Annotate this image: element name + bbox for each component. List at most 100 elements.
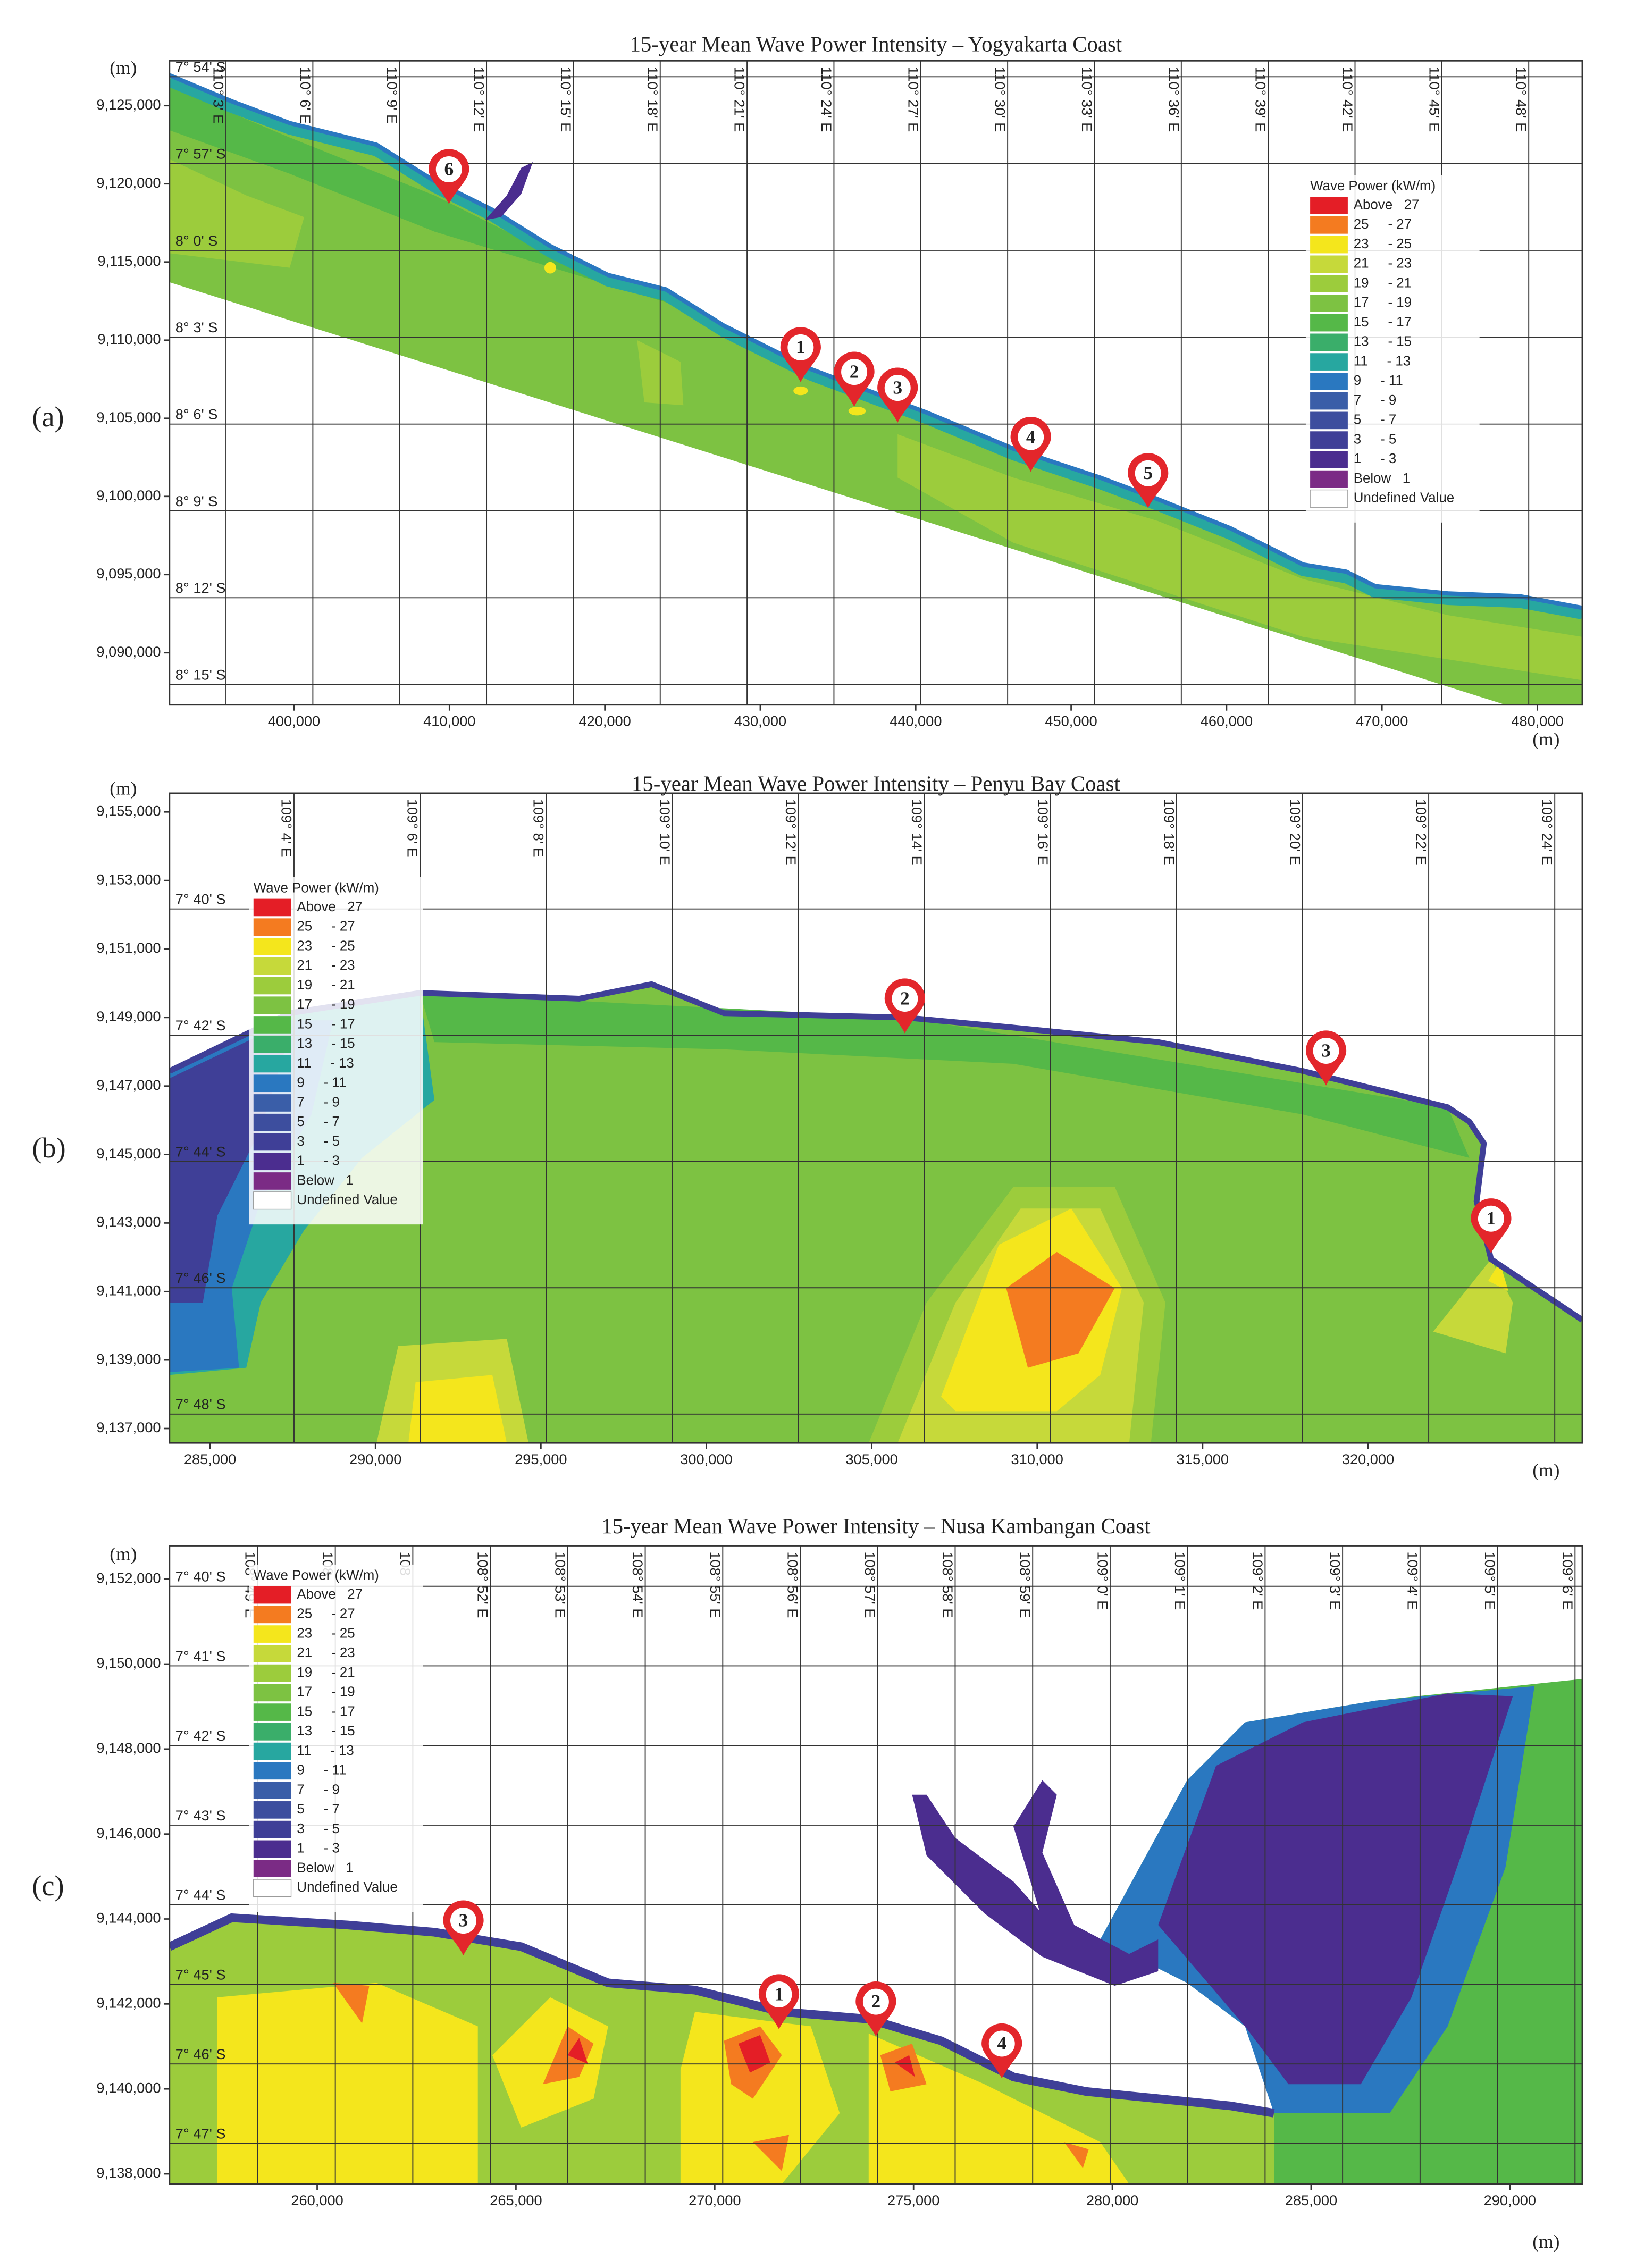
longitude-label: 110° 18' E — [644, 66, 661, 132]
legend-swatch — [253, 1801, 291, 1819]
x-tick-label: 470,000 — [1356, 713, 1408, 729]
latitude-label: 7° 47' S — [175, 2126, 226, 2142]
longitude-label: 110° 6' E — [297, 66, 314, 124]
legend-label: 11 - 13 — [1354, 354, 1411, 368]
legend-label: Below 1 — [297, 1173, 353, 1188]
legend-label: Below 1 — [297, 1860, 353, 1875]
legend-label: 13 - 15 — [297, 1724, 355, 1738]
longitude-label: 110° 21' E — [732, 66, 748, 132]
y-tick-label: 9,138,000 — [96, 2164, 161, 2181]
legend-swatch — [1310, 333, 1348, 351]
site-marker: 1 — [1471, 1198, 1512, 1254]
x-unit: (m) — [1532, 2231, 1559, 2252]
legend-swatch — [253, 1035, 291, 1053]
latitude-label: 7° 45' S — [175, 1966, 226, 1983]
legend-swatch — [253, 957, 291, 975]
legend-swatch — [253, 1879, 292, 1897]
legend-label: 1 - 3 — [297, 1154, 339, 1169]
y-tick-label: 9,100,000 — [96, 487, 161, 503]
legend-swatch — [1310, 275, 1348, 292]
site-marker: 3 — [443, 1900, 484, 1955]
legend-label: 23 - 25 — [1354, 237, 1412, 251]
legend-swatch — [253, 1191, 292, 1210]
legend-swatch — [253, 1782, 291, 1799]
y-tick-label: 9,095,000 — [96, 565, 161, 582]
legend-label: 13 - 15 — [297, 1036, 355, 1051]
latitude-label: 7° 46' S — [175, 1270, 226, 1286]
latitude-label: 7° 44' S — [175, 1887, 226, 1903]
legend-title: Wave Power (kW/m) — [254, 880, 379, 895]
longitude-label: 109° 8' E — [531, 799, 547, 858]
marker-face — [787, 334, 814, 360]
legend-label: 7 - 9 — [297, 1782, 339, 1797]
legend-label: 11 - 13 — [297, 1743, 354, 1758]
longitude-label: 110° 3' E — [211, 66, 227, 124]
latitude-label: 7° 42' S — [175, 1017, 226, 1034]
longitude-label: 109° 3' E — [1327, 1551, 1344, 1610]
x-tick-label: 480,000 — [1511, 713, 1563, 729]
latitude-label: 8° 15' S — [175, 667, 226, 683]
longitude-label: 110° 48' E — [1513, 66, 1530, 132]
legend-label: 7 - 9 — [297, 1095, 339, 1110]
longitude-label: 110° 27' E — [905, 66, 921, 132]
x-tick-label: 300,000 — [680, 1451, 732, 1467]
x-tick-label: 320,000 — [1342, 1451, 1394, 1467]
marker-face — [1478, 1205, 1504, 1232]
longitude-label: 109° 20' E — [1287, 799, 1303, 866]
y-tick-label: 9,151,000 — [96, 939, 161, 956]
latitude-label: 7° 40' S — [175, 891, 226, 908]
y-tick-label: 9,137,000 — [96, 1419, 161, 1435]
legend-swatch — [253, 996, 291, 1014]
longitude-label: 110° 9' E — [384, 66, 400, 124]
legend-label: 3 - 5 — [297, 1821, 339, 1836]
legend-label: 15 - 17 — [1354, 315, 1412, 330]
legend-label: 19 - 21 — [297, 978, 355, 993]
marker-label: 3 — [459, 1909, 468, 1930]
longitude-label: 110° 39' E — [1253, 66, 1269, 132]
legend-swatch — [1310, 431, 1348, 449]
y-tick-label: 9,144,000 — [96, 1910, 161, 1926]
marker-face — [892, 985, 918, 1012]
longitude-label: 109° 10' E — [657, 799, 673, 866]
x-tick-label: 315,000 — [1177, 1451, 1229, 1467]
site-marker: 5 — [1128, 453, 1169, 508]
longitude-label: 109° 18' E — [1161, 799, 1177, 866]
legend-label: 19 - 21 — [297, 1665, 355, 1680]
legend-swatch — [1310, 295, 1348, 312]
legend-swatch — [253, 977, 291, 995]
x-tick-label: 270,000 — [689, 2192, 741, 2208]
marker-face — [841, 359, 868, 385]
site-marker: 2 — [855, 1981, 896, 2037]
x-tick-label: 420,000 — [578, 713, 631, 729]
legend-label: 5 - 7 — [1354, 413, 1396, 427]
map-frame — [169, 60, 1583, 706]
legend-label: 21 - 23 — [297, 1645, 355, 1660]
legend-swatch — [253, 1840, 291, 1858]
x-tick-label: 285,000 — [1285, 2192, 1337, 2208]
marker-label: 4 — [1026, 426, 1036, 447]
latitude-label: 7° 43' S — [175, 1807, 226, 1824]
marker-label: 1 — [1487, 1207, 1496, 1229]
legend-label: 25 - 27 — [1354, 217, 1412, 232]
legend-swatch — [253, 898, 291, 917]
legend-swatch — [253, 1016, 291, 1034]
marker-label: 4 — [997, 2032, 1006, 2054]
marker-face — [1135, 460, 1161, 486]
marker-face — [1313, 1037, 1339, 1064]
y-tick-label: 9,147,000 — [96, 1077, 161, 1093]
legend-swatch — [1310, 411, 1348, 430]
legend-swatch — [253, 1133, 291, 1151]
site-marker: 4 — [981, 2023, 1022, 2079]
map-a — [169, 73, 1582, 705]
legend-label: Above 27 — [297, 900, 363, 914]
x-tick-label: 290,000 — [1484, 2192, 1536, 2208]
longitude-label: 108° 56' E — [785, 1551, 801, 1618]
legend-swatch — [1310, 216, 1348, 234]
y-tick-label: 9,146,000 — [96, 1825, 161, 1841]
legend-swatch — [253, 1153, 291, 1171]
y-tick-label: 9,145,000 — [96, 1145, 161, 1162]
latitude-label: 7° 48' S — [175, 1396, 226, 1413]
site-marker: 4 — [1010, 417, 1051, 472]
legend-label: 15 - 17 — [297, 1704, 355, 1719]
